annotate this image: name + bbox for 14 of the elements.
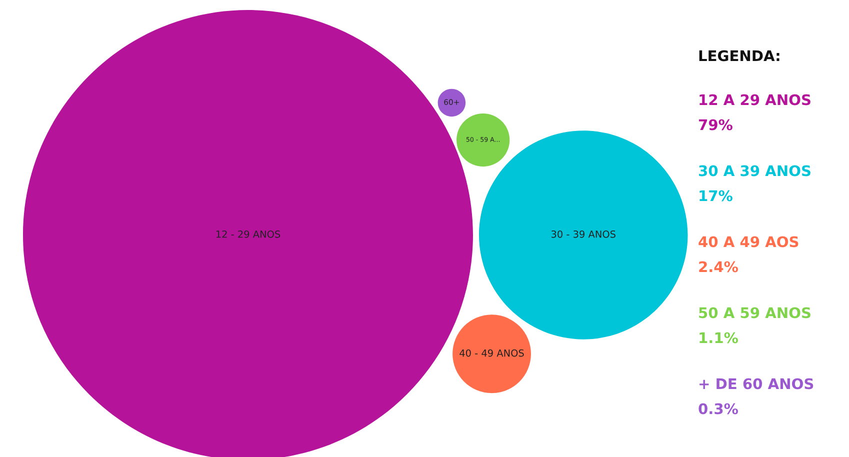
text: 30 - 39 ANOS (551, 230, 616, 238)
category-label: 30 A 39 ANOS (698, 165, 810, 176)
data-label: 0.3% (698, 403, 738, 414)
category-label: + DE 60 ANOS (700, 378, 814, 390)
category-label: 50 A 59 ANOS (699, 307, 810, 318)
legend-title: LEGENDA: (699, 50, 780, 62)
text: 12 - 29 ANOS (216, 230, 280, 238)
data-label: 2.4% (699, 261, 738, 272)
text: 40 - 49 ANOS (460, 349, 524, 357)
category-label: 40 A 49 AOS (698, 236, 798, 248)
data-label: 1.1% (700, 332, 738, 344)
data-label: 17% (700, 190, 732, 202)
category-label: 12 A 29 ANOS (700, 94, 810, 106)
data-label: 79% (698, 119, 732, 130)
